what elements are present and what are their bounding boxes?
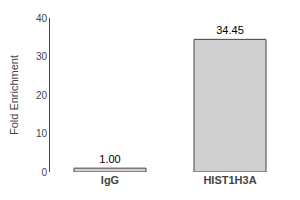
svg-text:40: 40 bbox=[36, 13, 48, 24]
svg-text:34.45: 34.45 bbox=[216, 24, 244, 36]
svg-text:30: 30 bbox=[36, 51, 48, 62]
svg-text:10: 10 bbox=[36, 128, 48, 139]
svg-text:IgG: IgG bbox=[101, 174, 119, 186]
svg-text:HIST1H3A: HIST1H3A bbox=[203, 174, 256, 186]
svg-text:1.00: 1.00 bbox=[99, 153, 120, 165]
svg-text:Fold Enrichment: Fold Enrichment bbox=[8, 55, 20, 135]
svg-text:20: 20 bbox=[36, 90, 48, 101]
svg-text:0: 0 bbox=[41, 167, 47, 178]
